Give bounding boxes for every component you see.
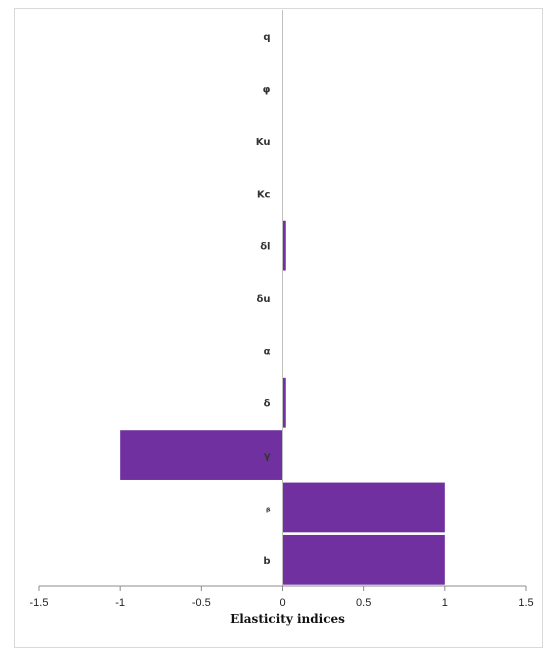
category-label-5: δu (257, 294, 271, 305)
chart-frame (14, 8, 543, 648)
x-tick-label-0: -1.5 (30, 597, 49, 609)
x-tick-label-5: 1 (442, 597, 448, 609)
x-ticks-group: -1.5 -1 -0.5 0 0.5 1 1.5 (30, 586, 534, 609)
bar-9 (282, 482, 445, 533)
x-tick-label-2: -0.5 (192, 597, 211, 609)
bar-4 (282, 220, 286, 271)
category-label-10: b (263, 556, 270, 567)
category-label-2: Ku (256, 137, 271, 148)
x-axis-title: Elasticity indices (230, 612, 345, 626)
x-tick-label-6: 1.5 (518, 597, 533, 609)
category-labels-group: q φ Ku Kc δl δu α δ γ ᵦ b (256, 32, 271, 567)
bar-10 (282, 534, 445, 585)
category-label-8: γ (264, 451, 271, 462)
category-label-3: Kc (257, 189, 271, 200)
bars-group (120, 220, 445, 585)
category-label-9: ᵦ (266, 503, 271, 514)
bar-7 (282, 377, 286, 428)
x-tick-label-4: 0.5 (356, 597, 371, 609)
category-label-6: α (264, 346, 271, 357)
x-tick-label-1: -1 (115, 597, 125, 609)
category-label-1: φ (263, 85, 271, 96)
x-tick-label-3: 0 (279, 597, 285, 609)
category-label-4: δl (260, 242, 270, 253)
category-label-7: δ (264, 399, 271, 410)
category-label-0: q (263, 32, 270, 43)
bar-8 (120, 430, 283, 480)
